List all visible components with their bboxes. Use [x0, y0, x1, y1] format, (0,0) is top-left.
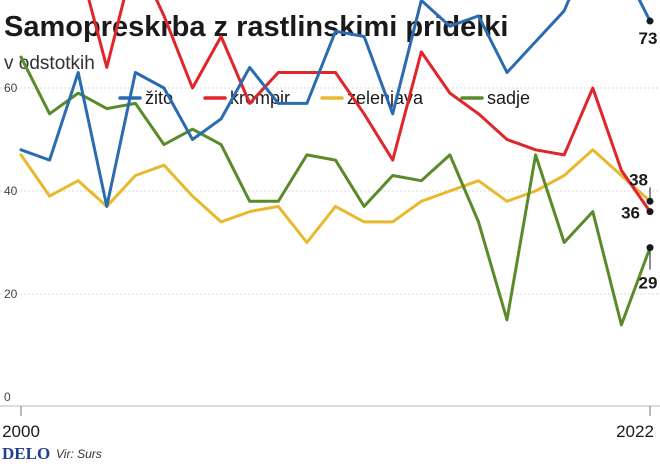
end-marker-krompir [646, 208, 654, 216]
y-tick-label-20: 20 [4, 287, 18, 301]
x-tick-label-start: 2000 [2, 422, 40, 441]
source-note: Vir: Surs [56, 447, 102, 461]
legend-label-3: sadje [487, 88, 530, 108]
series-lines [19, 0, 652, 327]
end-label-krompir: 36 [621, 204, 640, 223]
end-labels: 73 38 36 29 [621, 17, 658, 293]
series-line-sadje [19, 55, 652, 327]
chart-subtitle: v odstotkih [4, 53, 95, 74]
y-tick-label-40: 40 [4, 184, 18, 198]
x-tick-label-end: 2022 [616, 422, 654, 441]
end-label-sadje: 29 [639, 274, 658, 293]
y-axis-ticks: 020406080 [4, 81, 18, 404]
chart-title: Samopreskrba z rastlinskimi pridelki [4, 11, 508, 43]
series-line-žito [19, 0, 652, 208]
y-tick-label-0: 0 [4, 390, 11, 404]
end-marker-žito [646, 17, 654, 25]
brand-logo: DELO [2, 444, 50, 463]
x-axis: 2000 2022 [0, 405, 660, 441]
end-label-žito: 73 [639, 29, 658, 48]
series-line-krompir [87, 0, 652, 214]
y-tick-label-60: 60 [4, 81, 18, 95]
end-label-zelenjava: 38 [629, 170, 648, 189]
